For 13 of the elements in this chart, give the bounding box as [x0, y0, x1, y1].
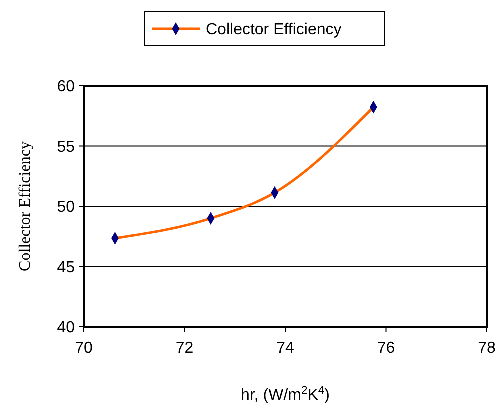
x-tick-label: 70: [75, 340, 93, 357]
x-tick-label: 72: [176, 340, 194, 357]
y-tick-label: 60: [57, 78, 76, 96]
y-tick-label: 45: [57, 259, 76, 276]
legend-label: Collector Efficiency: [206, 22, 342, 39]
y-tick-label: 40: [57, 320, 76, 337]
y-tick-label: 50: [57, 199, 76, 216]
y-axis-title: Collector Efficiency: [17, 142, 34, 272]
x-tick-label: 76: [377, 340, 396, 357]
x-tick-label: 78: [478, 340, 496, 357]
y-tick-label: 55: [57, 138, 76, 156]
x-axis-title: hr, (W/m$^{2}$K$^{4}$): [241, 385, 330, 404]
x-tick-label: 74: [276, 340, 294, 357]
